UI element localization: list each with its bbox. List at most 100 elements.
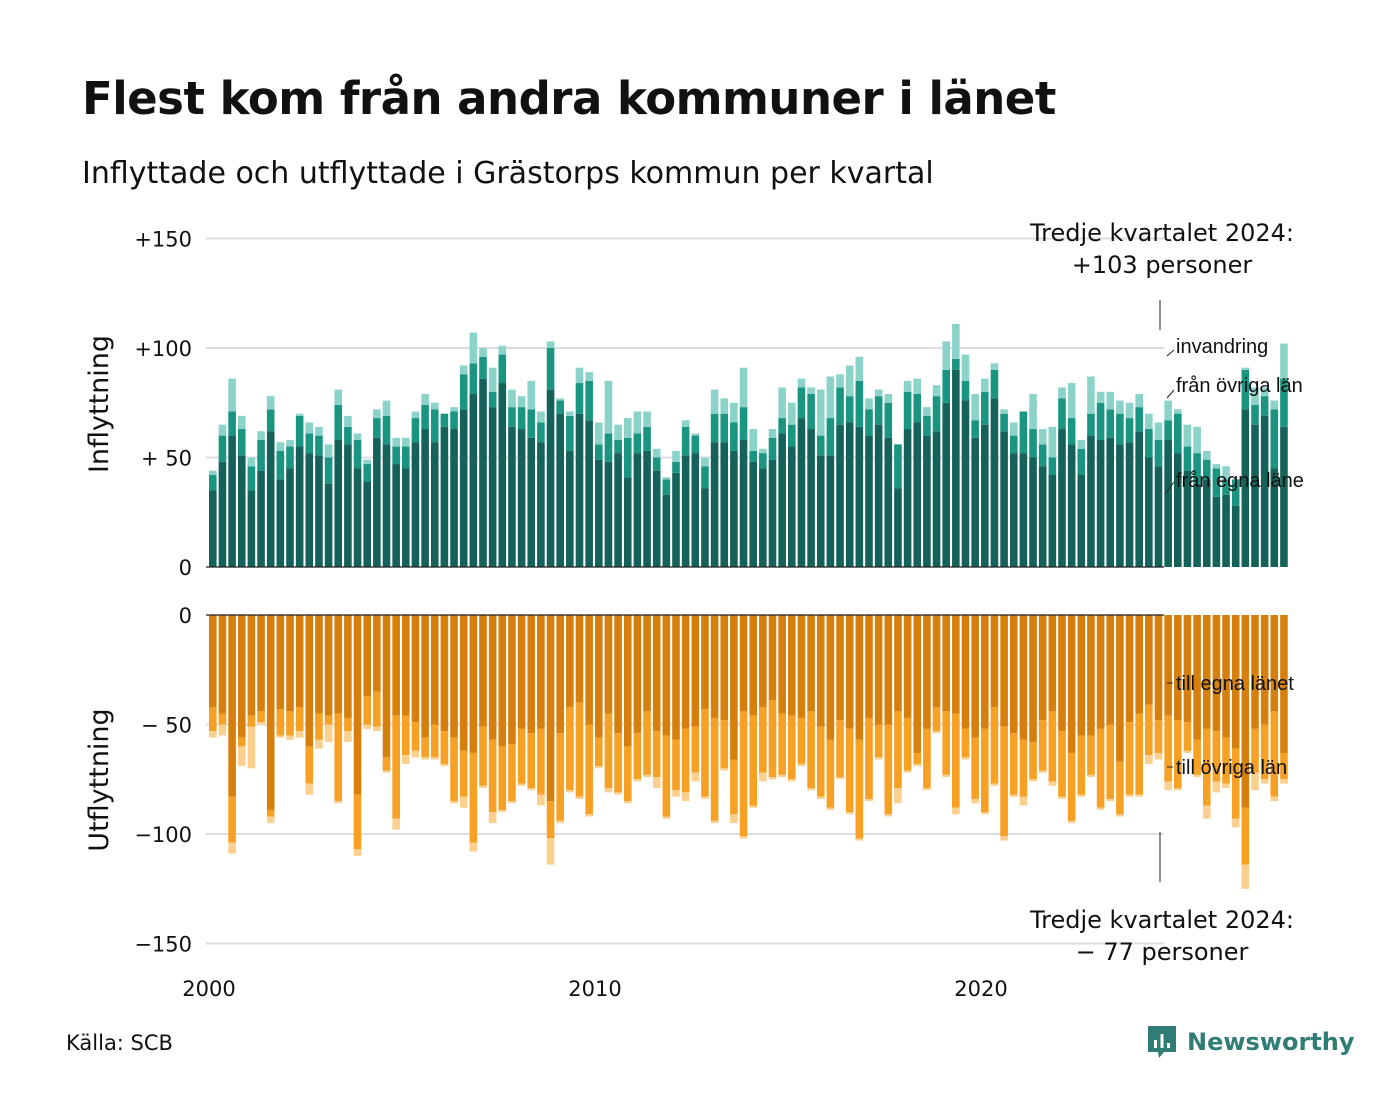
legend-till-egna-lanet: till egna länet xyxy=(1176,673,1294,695)
outflow-bar xyxy=(826,615,835,740)
inflow-bar xyxy=(874,396,883,425)
outflow-bar xyxy=(855,615,864,740)
inflow-bar xyxy=(604,380,613,434)
outflow-bar xyxy=(952,807,960,815)
inflow-bar xyxy=(508,407,516,427)
inflow-bar xyxy=(276,442,285,451)
inflow-bar xyxy=(1087,435,1095,567)
inflow-bar xyxy=(1231,479,1240,506)
outflow-bar xyxy=(1280,779,1288,784)
inflow-bar xyxy=(566,415,574,451)
outflow-bar xyxy=(411,615,420,723)
inflow-bar xyxy=(411,418,420,443)
inflow-bar xyxy=(315,455,323,567)
outflow-bar xyxy=(402,755,410,764)
inflow-bar xyxy=(981,391,989,425)
outflow-bar xyxy=(913,615,922,753)
outflow-bar xyxy=(517,615,526,729)
inflow-bar xyxy=(237,415,246,430)
outflow-bar xyxy=(537,615,545,729)
outflow-bar xyxy=(681,792,690,802)
outflow-bar xyxy=(1106,798,1115,802)
outflow-bar xyxy=(266,809,275,817)
outflow-bar xyxy=(209,615,217,707)
outflow-bar xyxy=(855,838,864,841)
outflow-bar xyxy=(286,735,294,740)
outflow-bar xyxy=(1222,783,1230,789)
inflow-bar xyxy=(402,446,410,469)
outflow-bar xyxy=(932,615,941,707)
inflow-bar xyxy=(411,411,420,419)
inflow-bar xyxy=(701,457,709,467)
outflow-bar xyxy=(788,615,796,716)
outflow-bar xyxy=(1183,615,1192,723)
outflow-bar xyxy=(1154,752,1163,760)
inflow-bar xyxy=(324,483,333,567)
outflow-bar xyxy=(768,615,777,701)
outflow-bar xyxy=(237,737,246,747)
inflow-bar xyxy=(382,415,391,445)
inflow-bar xyxy=(517,407,526,430)
inflow-bar xyxy=(778,387,786,419)
inflow-bar xyxy=(1212,464,1221,469)
outflow-bar xyxy=(421,737,429,758)
legend-fran-ovriga-lan: från övriga län xyxy=(1176,375,1303,397)
outflow-bar xyxy=(1067,752,1076,821)
outflow-bar xyxy=(430,757,439,760)
outflow-bar xyxy=(228,615,236,797)
outflow-bar xyxy=(1270,711,1279,797)
legend-fran-egna-lane: från egna läne xyxy=(1176,470,1304,492)
outflow-bar xyxy=(392,818,400,830)
inflow-bar xyxy=(672,450,680,462)
inflow-bar xyxy=(1058,398,1066,430)
outflow-bar xyxy=(845,812,854,815)
inflow-bar xyxy=(990,398,999,567)
inflow-bar xyxy=(749,429,757,451)
inflow-bar xyxy=(1019,453,1028,567)
inflow-bar xyxy=(1212,468,1221,497)
inflow-bar xyxy=(903,380,912,392)
inflow-bar xyxy=(1106,391,1115,410)
inflow-axis-title: Inflyttning xyxy=(84,335,115,473)
outflow-bar xyxy=(595,766,603,769)
inflow-bar xyxy=(913,393,922,423)
inflow-bar xyxy=(276,450,285,480)
outflow-bar xyxy=(595,615,603,738)
inflow-bar xyxy=(816,435,825,456)
inflow-bar xyxy=(1174,409,1182,414)
outflow-bar xyxy=(1125,722,1134,795)
inflow-bar xyxy=(1231,505,1240,567)
outflow-bar xyxy=(440,731,449,764)
inflow-bar xyxy=(923,407,931,416)
outflow-bar xyxy=(546,838,555,865)
outflow-bar xyxy=(1077,794,1086,797)
outflow-bar xyxy=(614,792,622,795)
outflow-bar xyxy=(1116,761,1124,815)
inflow-bar xyxy=(585,380,593,421)
inflow-bar xyxy=(344,415,352,427)
inflow-bar xyxy=(1174,453,1182,567)
inflow-bar xyxy=(257,431,265,440)
inflow-bar xyxy=(1280,426,1288,567)
outflow-bar xyxy=(952,615,960,714)
outflow-bar xyxy=(1260,724,1269,780)
inflow-bar xyxy=(363,464,371,482)
outflow-bar xyxy=(508,744,516,802)
inflow-bar xyxy=(1241,409,1250,567)
inflow-bar xyxy=(575,367,584,384)
inflow-bar xyxy=(334,404,343,440)
inflow-bar xyxy=(816,389,825,436)
outflow-bar xyxy=(266,615,275,810)
outflow-bar xyxy=(894,788,902,804)
newsworthy-chart-icon xyxy=(1148,1026,1176,1058)
x-tick-label: 2010 xyxy=(568,977,621,1001)
outflow-bar xyxy=(295,615,304,707)
inflow-bar xyxy=(1135,393,1143,408)
inflow-y-tick-label: +150 xyxy=(134,228,192,252)
inflow-bar xyxy=(1260,387,1269,397)
outflow-bar xyxy=(1000,726,1008,837)
outflow-bar xyxy=(1125,794,1134,797)
inflow-y-tick-label: 0 xyxy=(179,556,192,580)
outflow-bar xyxy=(681,615,690,729)
outflow-bar xyxy=(488,812,497,824)
